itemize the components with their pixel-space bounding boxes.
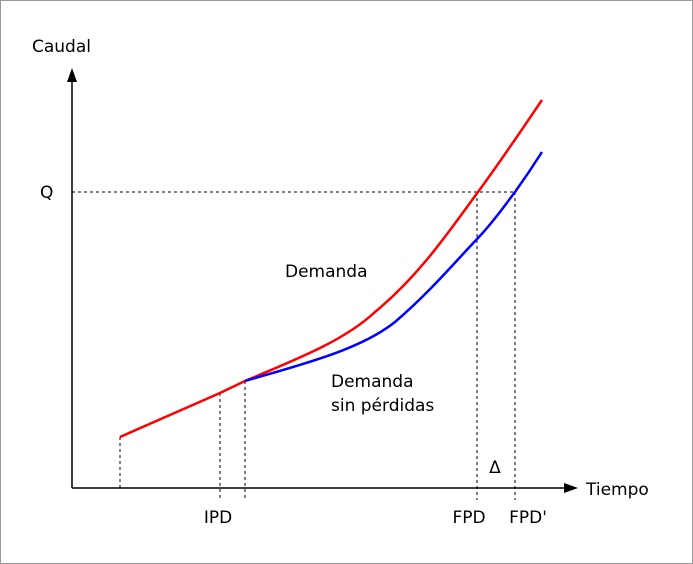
- q-label: Q: [40, 183, 53, 203]
- curve-label: Demanda: [331, 372, 414, 392]
- y-arrow: [67, 68, 77, 82]
- demand-no-loss-curve: [244, 151, 544, 383]
- x-mark-label: IPD: [204, 508, 232, 528]
- delta-label: Δ: [489, 458, 501, 478]
- x-mark-label: FPD: [452, 508, 485, 528]
- y-axis-label: Caudal: [32, 37, 91, 57]
- curve-label: Demanda: [285, 262, 368, 282]
- x-mark-label: FPD': [509, 508, 547, 528]
- demand-curve: [119, 99, 544, 439]
- x-arrow: [564, 483, 578, 493]
- time-guides: [119, 192, 516, 500]
- x-axis-label: Tiempo: [585, 480, 649, 500]
- curve-label: sin pérdidas: [331, 396, 434, 416]
